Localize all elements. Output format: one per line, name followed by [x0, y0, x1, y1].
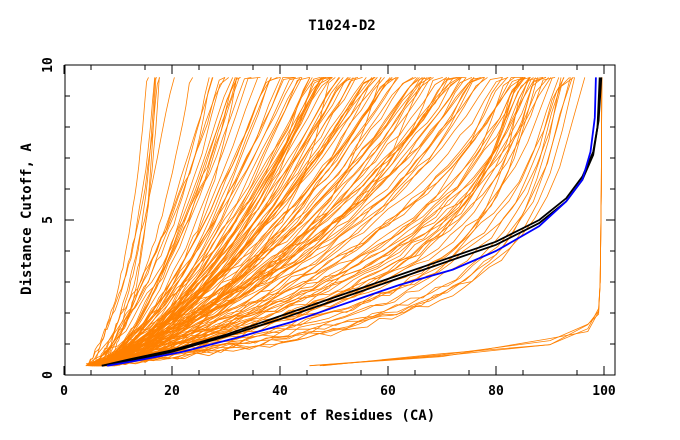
model-curve	[94, 77, 332, 367]
model-curve	[87, 77, 431, 367]
model-curve	[101, 77, 194, 364]
model-curve	[89, 77, 375, 366]
model-curve	[90, 77, 418, 367]
model-curve	[95, 77, 236, 366]
model-curve	[89, 77, 398, 365]
model-curve	[93, 77, 378, 367]
y-tick-label: 0	[41, 371, 56, 379]
model-curve	[93, 77, 354, 366]
model-curve	[94, 77, 397, 367]
x-tick-label: 100	[592, 384, 616, 399]
model-curve	[87, 77, 460, 364]
black-series-line-1	[101, 77, 603, 367]
model-curve	[86, 77, 351, 365]
model-curve	[90, 77, 210, 366]
chart-title: T1024-D2	[308, 18, 375, 34]
model-curve	[104, 77, 488, 367]
model-curve	[101, 77, 160, 364]
model-curve	[104, 77, 238, 366]
series-group	[101, 77, 603, 367]
y-axis-label: Distance Cutoff, A	[19, 143, 35, 295]
model-curve	[107, 77, 313, 367]
x-tick-label: 0	[60, 384, 68, 399]
model-curve	[94, 77, 302, 367]
model-curve	[105, 77, 503, 367]
model-curve	[90, 77, 373, 367]
model-curve	[97, 77, 564, 366]
model-curve	[105, 77, 524, 367]
black-series-line-2	[101, 77, 601, 367]
x-tick-label: 20	[164, 384, 180, 399]
model-curve	[87, 77, 161, 366]
model-curve	[100, 77, 321, 364]
model-curve	[105, 77, 332, 366]
model-curve	[99, 77, 575, 366]
model-curve	[93, 77, 481, 364]
model-curve	[95, 77, 158, 364]
model-curve	[95, 77, 416, 367]
model-curve	[92, 77, 226, 366]
model-curve	[104, 77, 281, 365]
model-curve	[102, 77, 463, 367]
model-curve	[100, 77, 524, 367]
model-curve	[95, 77, 553, 364]
x-tick-label: 60	[380, 384, 396, 399]
model-curve	[106, 77, 399, 364]
model-curve	[322, 77, 603, 367]
model-curves	[85, 77, 603, 367]
model-curve	[87, 77, 296, 365]
x-axis-label: Percent of Residues (CA)	[233, 408, 435, 424]
model-curve	[95, 77, 586, 367]
x-tick-label: 80	[488, 384, 504, 399]
model-curve	[90, 77, 226, 365]
x-tick-label: 40	[272, 384, 288, 399]
model-curve	[100, 77, 434, 366]
model-curve	[95, 77, 311, 367]
model-curve	[106, 77, 157, 366]
model-curve	[99, 77, 426, 367]
y-tick-label: 10	[41, 57, 56, 73]
model-curve	[102, 77, 466, 367]
axes: 0 20 40 60 80 100 0 5 10	[41, 57, 616, 399]
model-curve	[89, 77, 448, 367]
model-curve	[106, 77, 552, 367]
y-tick-label: 5	[41, 216, 56, 224]
blue-series-line	[107, 77, 597, 367]
model-curve	[93, 77, 149, 364]
